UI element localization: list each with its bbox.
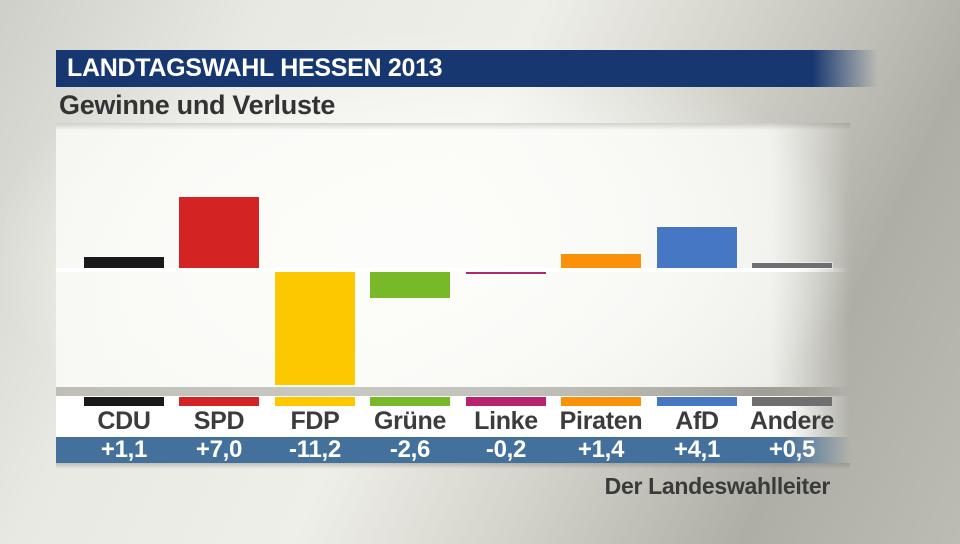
legend-swatch-linke xyxy=(466,397,546,406)
legend-swatch-fdp xyxy=(275,397,355,406)
category-label-piraten: Piraten xyxy=(559,407,643,435)
value-label-linke: -0,2 xyxy=(485,436,527,463)
legend-swatch-spd xyxy=(179,397,259,406)
header-bar: LANDTAGSWAHL HESSEN 2013 xyxy=(56,50,878,87)
category-label-fdp: FDP xyxy=(290,407,340,435)
bar-andere xyxy=(752,263,832,268)
value-label-fdp: -11,2 xyxy=(289,436,341,463)
category-label-afd: AfD xyxy=(675,407,719,435)
legend-swatch-piraten xyxy=(561,397,641,406)
bar-fdp xyxy=(275,272,355,385)
legend-swatch-andere xyxy=(752,397,832,406)
chart-bottom-shadow xyxy=(56,387,850,396)
page-title: LANDTAGSWAHL HESSEN 2013 xyxy=(67,54,443,82)
values-band-shadow xyxy=(56,463,850,469)
bar-cdu xyxy=(84,257,164,268)
bar-afd xyxy=(657,227,737,268)
legend-swatch-afd xyxy=(657,397,737,406)
value-label-andere: +0,5 xyxy=(768,436,816,463)
value-label-afd: +4,1 xyxy=(673,436,721,463)
bar-spd xyxy=(179,197,259,268)
bar-gruene xyxy=(370,272,450,298)
zero-axis-line xyxy=(56,268,850,272)
legend-swatch-gruene xyxy=(370,397,450,406)
bar-piraten xyxy=(561,254,641,268)
category-label-cdu: CDU xyxy=(97,407,151,435)
category-label-gruene: Grüne xyxy=(373,407,447,435)
bar-linke xyxy=(466,272,546,274)
category-label-linke: Linke xyxy=(474,407,538,435)
value-label-spd: +7,0 xyxy=(195,436,243,463)
category-label-andere: Andere xyxy=(749,407,835,435)
value-label-gruene: -2,6 xyxy=(389,436,431,463)
legend-swatch-cdu xyxy=(84,397,164,406)
category-label-spd: SPD xyxy=(193,407,245,435)
title-band-shadow xyxy=(56,123,850,130)
chart-title: Gewinne und Verluste xyxy=(59,90,336,120)
values-band xyxy=(56,437,850,463)
subtitle-band: Gewinne und Verluste xyxy=(56,87,878,123)
value-label-piraten: +1,4 xyxy=(577,436,625,463)
value-label-cdu: +1,1 xyxy=(100,436,148,463)
source-credit: Der Landeswahlleiter xyxy=(604,473,831,499)
